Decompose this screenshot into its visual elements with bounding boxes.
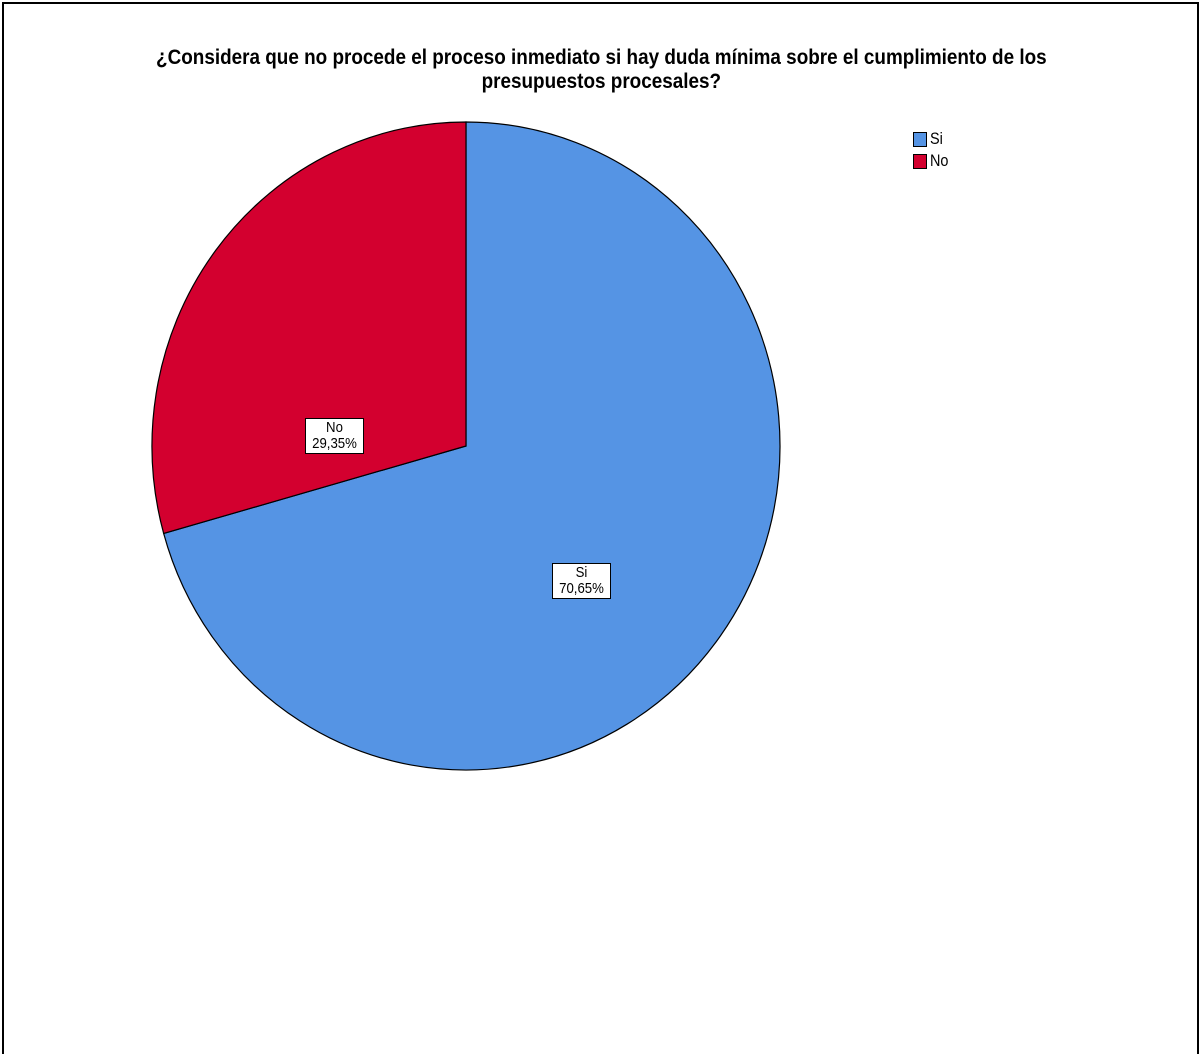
- legend-item-si: Si: [913, 128, 952, 150]
- data-label-no-value: 29,35%: [312, 435, 357, 452]
- data-label-no: No 29,35%: [305, 418, 364, 454]
- legend-swatch-no: [913, 153, 927, 169]
- chart-title-line-2: presupuestos procesales?: [481, 70, 722, 93]
- data-label-no-name: No: [326, 419, 343, 436]
- legend: Si No: [913, 128, 952, 172]
- chart-title-line-1: ¿Considera que no procede el proceso inm…: [156, 46, 1047, 69]
- pie-slice-no: [151, 121, 467, 535]
- legend-label-no: No: [930, 151, 949, 170]
- legend-swatch-si: [913, 131, 927, 147]
- legend-label-si: Si: [930, 129, 943, 148]
- data-label-si-value: 70,65%: [559, 580, 604, 597]
- legend-item-no: No: [913, 150, 952, 172]
- pie-slice-si: [162, 121, 781, 771]
- chart-title: ¿Considera que no procede el proceso inm…: [60, 46, 1143, 94]
- data-label-si-name: Si: [575, 564, 588, 581]
- data-label-si: Si 70,65%: [552, 563, 611, 599]
